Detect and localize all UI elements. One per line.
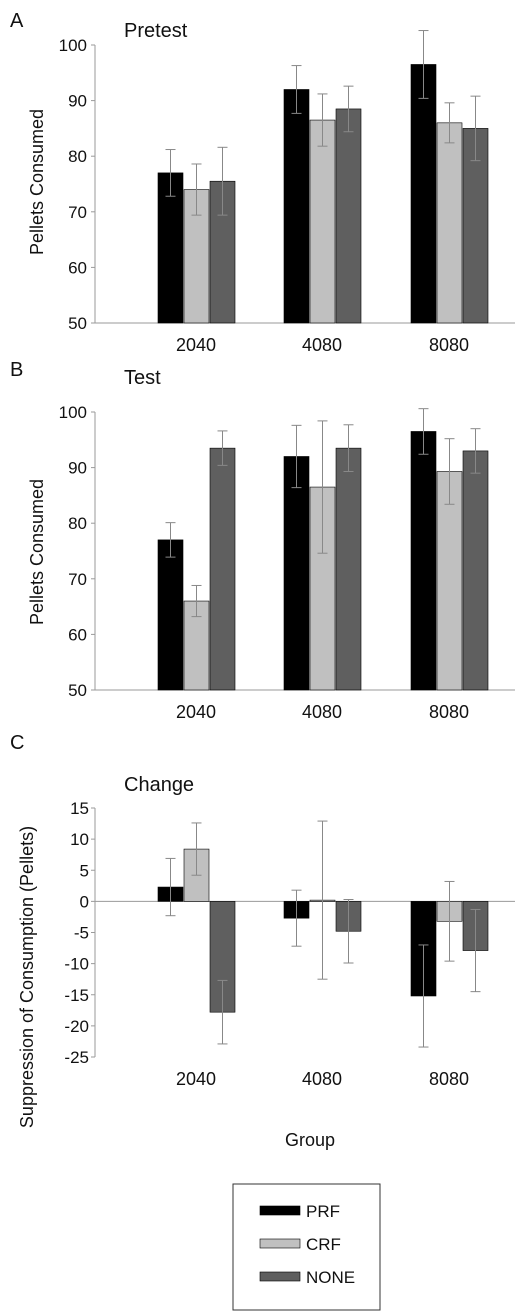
error-bar-prf <box>418 408 429 455</box>
chart-title: Pretest <box>124 20 188 42</box>
error-bar-prf <box>291 889 302 947</box>
bar-none <box>209 447 236 691</box>
y-tick-label: -15 <box>64 986 89 1005</box>
error-bar-prf <box>418 944 429 1048</box>
legend-box <box>232 1183 381 1311</box>
y-tick-label: 50 <box>68 681 87 700</box>
error-bar-crf <box>191 822 202 876</box>
error-bar-none <box>217 430 228 466</box>
error-bar-prf <box>165 522 176 558</box>
panel-letter: C <box>10 732 24 754</box>
y-tick-label: 90 <box>68 459 87 478</box>
x-tick-label: 4080 <box>302 335 342 355</box>
y-axis-label: Suppression of Consumption (Pellets) <box>17 826 37 1128</box>
error-bar-none <box>470 95 481 162</box>
legend-label-prf: PRF <box>306 1202 340 1221</box>
y-tick-label: 60 <box>68 258 87 277</box>
error-bar-crf <box>317 420 328 554</box>
chart-title: Test <box>124 367 161 389</box>
bar-prf <box>157 539 184 691</box>
x-tick-label: 8080 <box>429 335 469 355</box>
error-bar-none <box>343 424 354 472</box>
bar-none <box>335 447 362 691</box>
bar-crf <box>183 600 210 691</box>
y-tick-label: 10 <box>70 830 89 849</box>
error-bar-crf <box>191 163 202 216</box>
legend-swatch-crf <box>259 1238 301 1249</box>
legend-swatch-prf <box>259 1205 301 1216</box>
bar-crf <box>436 471 463 691</box>
error-bar-prf <box>418 30 429 99</box>
panel-letter: B <box>10 359 23 381</box>
y-axis-label: Pellets Consumed <box>27 479 47 625</box>
y-tick-label: 50 <box>68 314 87 333</box>
x-tick-label: 2040 <box>176 335 216 355</box>
y-tick-label: 100 <box>59 403 87 422</box>
y-tick-label: 80 <box>68 147 87 166</box>
error-bar-none <box>217 979 228 1045</box>
x-tick-label: 4080 <box>302 1069 342 1089</box>
error-bar-crf <box>191 584 202 618</box>
y-tick-label: -20 <box>64 1017 89 1036</box>
x-tick-label: 4080 <box>302 702 342 722</box>
bar-none <box>462 450 489 691</box>
error-bar-prf <box>291 65 302 114</box>
bar-prf <box>410 431 437 691</box>
y-tick-label: 70 <box>68 570 87 589</box>
error-bar-crf <box>317 820 328 980</box>
bar-none <box>335 108 362 324</box>
x-tick-label: 8080 <box>429 702 469 722</box>
y-tick-label: -5 <box>74 924 89 943</box>
bar-crf <box>436 122 463 324</box>
bar-prf <box>283 89 310 324</box>
legend: PRF CRF NONE <box>232 1183 381 1311</box>
y-tick-label: 70 <box>68 203 87 222</box>
chart-title: Change <box>124 774 194 796</box>
x-tick-label: 2040 <box>176 1069 216 1089</box>
error-bar-none <box>470 908 481 993</box>
y-tick-label: 100 <box>59 36 87 55</box>
bar-prf <box>410 64 437 324</box>
legend-label-none: NONE <box>306 1268 355 1287</box>
x-axis-label: Group <box>285 1130 335 1150</box>
y-tick-label: 15 <box>70 799 89 818</box>
error-bar-none <box>217 146 228 216</box>
x-tick-label: 2040 <box>176 702 216 722</box>
error-bar-crf <box>444 438 455 505</box>
bar-none <box>209 180 236 324</box>
panel-a-chart: A Pretest Pellets Consumed 50 60 70 80 90 100… <box>10 10 515 355</box>
error-bar-prf <box>165 149 176 197</box>
bar-crf <box>309 119 336 324</box>
y-tick-label: 60 <box>68 625 87 644</box>
legend-swatch-none <box>259 1271 301 1282</box>
error-bar-prf <box>165 857 176 917</box>
y-axis-label: Pellets Consumed <box>27 109 47 255</box>
bar-prf <box>283 456 310 691</box>
y-tick-label: 90 <box>68 92 87 111</box>
error-bar-crf <box>444 880 455 962</box>
panel-c-chart: C Change Suppression of Consumption (Pel… <box>10 732 515 1150</box>
error-bar-none <box>343 85 354 133</box>
panel-b-chart: B Test Pellets Consumed 50 60 70 80 90 100 204… <box>10 359 515 722</box>
y-tick-label: 5 <box>80 861 89 880</box>
error-bar-none <box>470 428 481 474</box>
error-bar-crf <box>317 93 328 147</box>
y-tick-label: -10 <box>64 955 89 974</box>
y-tick-label: 80 <box>68 514 87 533</box>
error-bar-crf <box>444 102 455 144</box>
bar-prf <box>157 172 184 324</box>
panel-letter: A <box>10 10 24 32</box>
y-tick-label: 0 <box>80 892 89 911</box>
legend-label-crf: CRF <box>306 1235 341 1254</box>
x-tick-label: 8080 <box>429 1069 469 1089</box>
error-bar-prf <box>291 424 302 489</box>
y-tick-label: -25 <box>64 1048 89 1067</box>
error-bar-none <box>343 899 354 964</box>
